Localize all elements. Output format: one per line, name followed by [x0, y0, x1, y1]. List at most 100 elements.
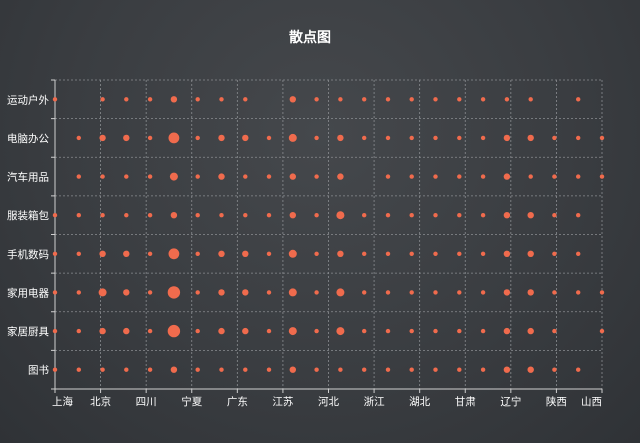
scatter-point[interactable]	[242, 134, 249, 142]
scatter-point[interactable]	[338, 97, 343, 102]
scatter-point[interactable]	[576, 290, 581, 295]
scatter-point[interactable]	[170, 366, 178, 373]
scatter-point[interactable]	[123, 134, 130, 142]
scatter-point[interactable]	[288, 288, 297, 297]
scatter-point[interactable]	[576, 367, 581, 372]
scatter-point[interactable]	[195, 174, 200, 179]
scatter-point[interactable]	[480, 367, 486, 372]
scatter-point[interactable]	[362, 135, 367, 141]
scatter-point[interactable]	[480, 290, 486, 295]
scatter-point[interactable]	[218, 327, 225, 335]
scatter-point[interactable]	[527, 366, 534, 373]
scatter-point[interactable]	[76, 290, 82, 295]
scatter-point[interactable]	[362, 213, 367, 218]
scatter-point[interactable]	[100, 174, 105, 179]
scatter-point[interactable]	[314, 251, 319, 256]
scatter-point[interactable]	[243, 367, 248, 372]
scatter-point[interactable]	[289, 173, 296, 180]
scatter-point[interactable]	[337, 250, 344, 257]
scatter-point[interactable]	[457, 174, 462, 179]
scatter-point[interactable]	[385, 251, 391, 256]
scatter-point[interactable]	[362, 290, 367, 295]
scatter-point[interactable]	[124, 367, 129, 372]
scatter-point[interactable]	[100, 213, 105, 218]
scatter-point[interactable]	[218, 173, 225, 180]
scatter-point[interactable]	[480, 97, 486, 102]
scatter-point[interactable]	[503, 366, 511, 373]
scatter-point[interactable]	[599, 174, 605, 179]
scatter-point[interactable]	[124, 174, 129, 179]
scatter-point[interactable]	[433, 251, 438, 256]
scatter-point[interactable]	[599, 328, 605, 334]
scatter-point[interactable]	[503, 250, 511, 257]
scatter-point[interactable]	[409, 213, 414, 218]
scatter-point[interactable]	[76, 213, 82, 218]
scatter-point[interactable]	[288, 327, 297, 336]
scatter-point[interactable]	[167, 324, 181, 338]
scatter-point[interactable]	[314, 174, 319, 179]
scatter-point[interactable]	[195, 97, 200, 102]
scatter-point[interactable]	[100, 97, 105, 102]
scatter-point[interactable]	[409, 174, 414, 179]
scatter-point[interactable]	[527, 289, 534, 296]
scatter-point[interactable]	[385, 290, 391, 295]
scatter-point[interactable]	[52, 213, 58, 218]
scatter-point[interactable]	[100, 367, 105, 372]
scatter-point[interactable]	[76, 135, 82, 141]
scatter-point[interactable]	[385, 367, 391, 372]
scatter-point[interactable]	[480, 135, 486, 141]
scatter-point[interactable]	[503, 212, 511, 219]
scatter-point[interactable]	[289, 366, 296, 373]
scatter-point[interactable]	[147, 367, 153, 372]
scatter-point[interactable]	[362, 97, 367, 102]
scatter-point[interactable]	[288, 249, 297, 258]
scatter-point[interactable]	[266, 174, 272, 179]
scatter-point[interactable]	[457, 97, 462, 102]
scatter-point[interactable]	[409, 328, 414, 334]
scatter-point[interactable]	[338, 367, 343, 372]
scatter-point[interactable]	[599, 135, 605, 141]
scatter-point[interactable]	[385, 97, 391, 102]
scatter-point[interactable]	[527, 250, 534, 257]
scatter-point[interactable]	[528, 174, 533, 179]
scatter-point[interactable]	[527, 327, 534, 335]
scatter-point[interactable]	[503, 327, 511, 335]
scatter-point[interactable]	[76, 367, 82, 372]
scatter-point[interactable]	[409, 367, 414, 372]
scatter-point[interactable]	[76, 251, 82, 256]
scatter-point[interactable]	[433, 367, 438, 372]
scatter-point[interactable]	[266, 328, 272, 334]
scatter-point[interactable]	[169, 172, 178, 181]
scatter-point[interactable]	[503, 289, 511, 296]
scatter-point[interactable]	[409, 135, 414, 141]
scatter-point[interactable]	[147, 290, 153, 295]
scatter-point[interactable]	[123, 250, 130, 257]
scatter-point[interactable]	[552, 367, 557, 372]
scatter-point[interactable]	[552, 174, 557, 179]
scatter-point[interactable]	[433, 328, 438, 334]
scatter-point[interactable]	[243, 97, 248, 102]
scatter-point[interactable]	[52, 251, 58, 256]
scatter-point[interactable]	[336, 211, 345, 220]
scatter-point[interactable]	[289, 96, 296, 103]
scatter-point[interactable]	[195, 251, 200, 256]
scatter-point[interactable]	[480, 251, 486, 256]
scatter-point[interactable]	[433, 135, 438, 141]
scatter-point[interactable]	[195, 135, 200, 141]
scatter-point[interactable]	[552, 135, 557, 141]
scatter-point[interactable]	[98, 288, 107, 297]
scatter-point[interactable]	[337, 173, 344, 180]
scatter-point[interactable]	[409, 251, 414, 256]
scatter-point[interactable]	[147, 213, 153, 218]
scatter-point[interactable]	[218, 289, 225, 296]
scatter-point[interactable]	[266, 367, 272, 372]
scatter-point[interactable]	[242, 289, 249, 296]
scatter-point[interactable]	[218, 134, 225, 142]
scatter-point[interactable]	[168, 248, 180, 260]
scatter-point[interactable]	[527, 134, 534, 142]
scatter-point[interactable]	[385, 328, 391, 334]
scatter-point[interactable]	[99, 327, 106, 335]
scatter-point[interactable]	[576, 213, 581, 218]
scatter-point[interactable]	[314, 290, 319, 295]
scatter-point[interactable]	[362, 251, 367, 256]
